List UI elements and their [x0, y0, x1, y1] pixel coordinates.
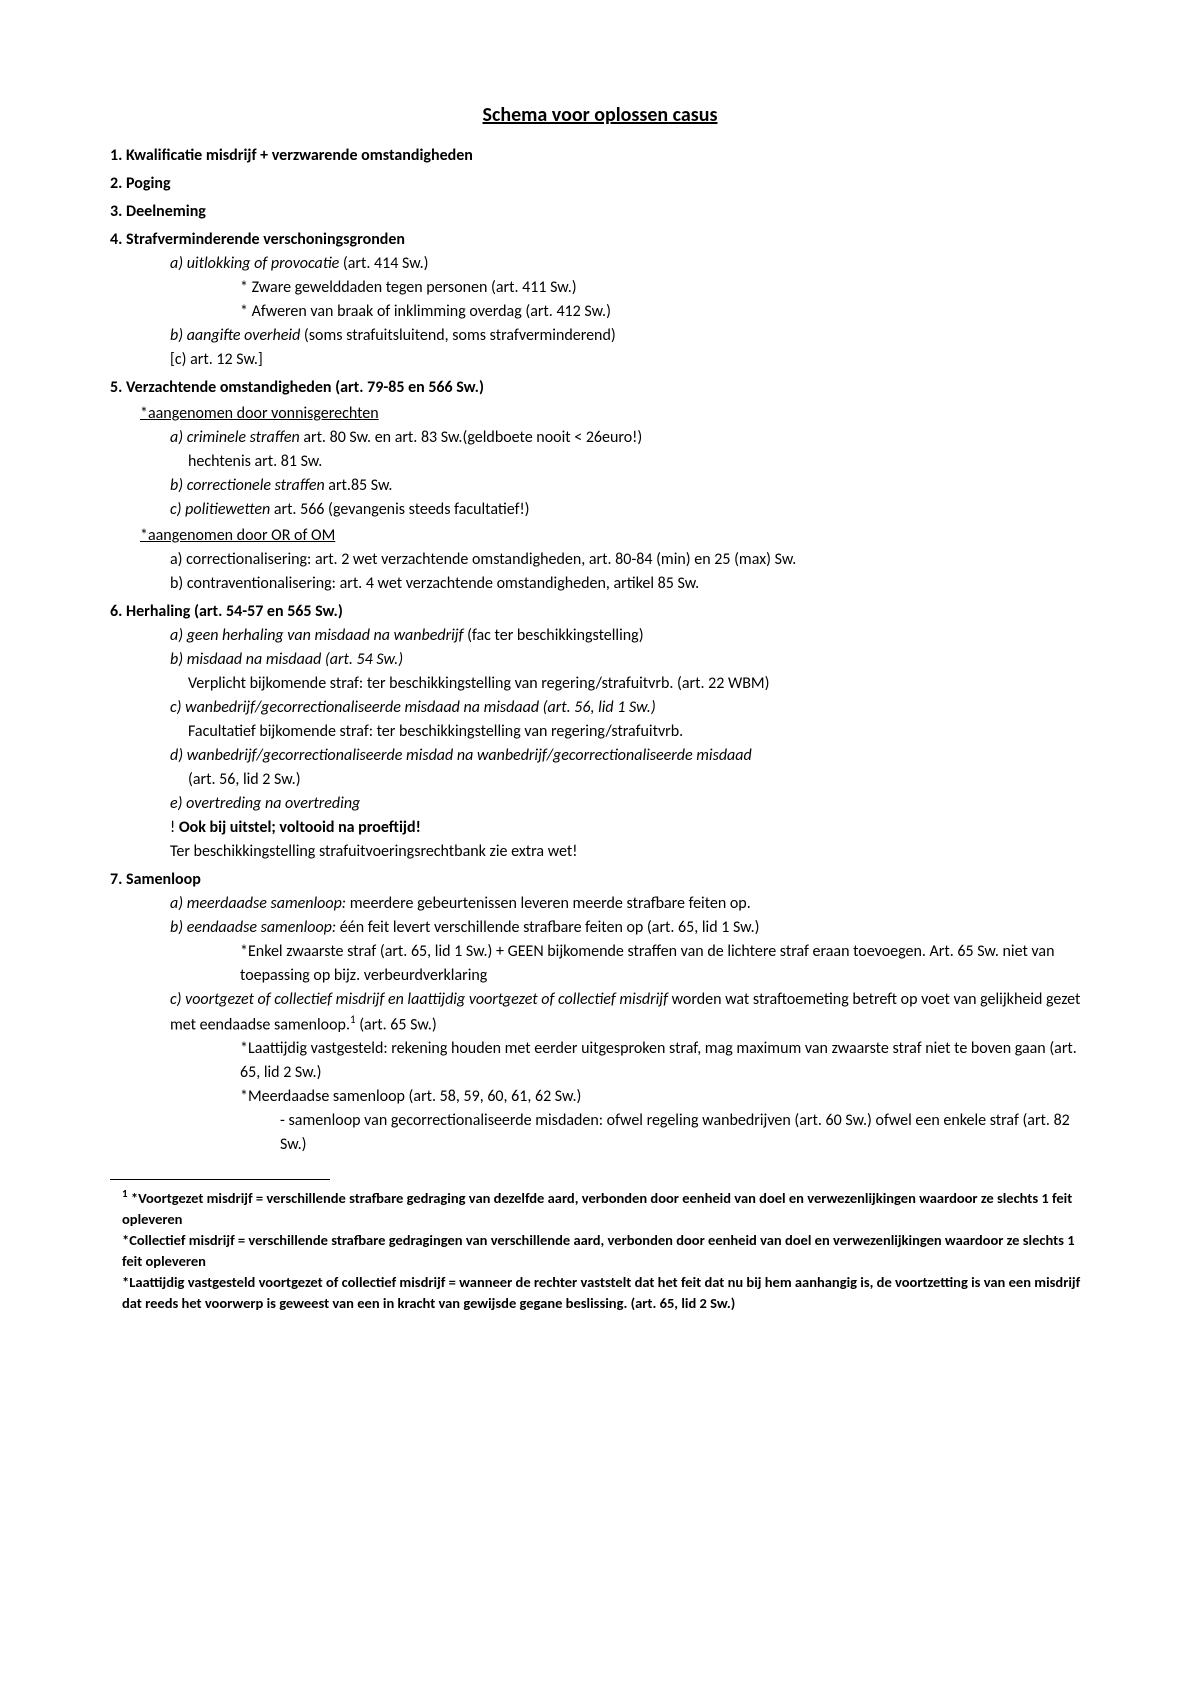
- item-7b-sub1: *Enkel zwaarste straf (art. 65, lid 1 Sw…: [110, 940, 1090, 988]
- item-2: 2. Poging: [110, 172, 1090, 196]
- item-7b-label: b) eendaadse samenloop:: [170, 918, 336, 937]
- item-7c-label: c) voortgezet of collectief misdrijf en …: [170, 990, 668, 1009]
- item-4b: b) aangifte overheid (soms strafuitsluit…: [110, 324, 1090, 348]
- item-4a-sub2: * Afweren van braak of inklimming overda…: [110, 300, 1090, 324]
- item-4a-ref: (art. 414 Sw.): [339, 254, 428, 273]
- item-7a-text: meerdere gebeurtenissen leveren meerde s…: [346, 894, 751, 913]
- item-7a-label: a) meerdaadse samenloop:: [170, 894, 346, 913]
- item-5-sub2: *aangenomen door OR of OM: [110, 524, 1090, 548]
- item-6d: d) wanbedrijf/gecorrectionaliseerde misd…: [110, 744, 1090, 768]
- footnote-2: *Collectief misdrijf = verschillende str…: [110, 1230, 1090, 1272]
- item-4: 4. Strafverminderende verschoningsgronde…: [110, 228, 1090, 252]
- item-5e: b) contraventionalisering: art. 4 wet ve…: [110, 572, 1090, 596]
- item-5c-ref: art. 566 (gevangenis steeds facultatief!…: [270, 500, 529, 519]
- item-3: 3. Deelneming: [110, 200, 1090, 224]
- item-4b-ref: (soms strafuitsluitend, soms strafvermin…: [300, 326, 615, 345]
- item-7c-sub2: *Meerdaadse samenloop (art. 58, 59, 60, …: [110, 1085, 1090, 1109]
- item-4c: [c) art. 12 Sw.]: [110, 348, 1090, 372]
- item-5: 5. Verzachtende omstandigheden (art. 79-…: [110, 376, 1090, 400]
- item-6-extra1a: !: [170, 818, 179, 837]
- item-6-extra2: Ter beschikkingstelling strafuitvoerings…: [110, 840, 1090, 864]
- item-4a-sub1: * Zware gewelddaden tegen personen (art.…: [110, 276, 1090, 300]
- item-5c: c) politiewetten art. 566 (gevangenis st…: [110, 498, 1090, 522]
- item-7c-sub2a: - samenloop van gecorrectionaliseerde mi…: [110, 1109, 1090, 1157]
- item-6a: a) geen herhaling van misdaad na wanbedr…: [110, 624, 1090, 648]
- item-5a-label: a) criminele straffen: [170, 428, 300, 447]
- item-7c-text2: (art. 65 Sw.): [356, 1015, 437, 1034]
- item-6b: b) misdaad na misdaad (art. 54 Sw.): [110, 648, 1090, 672]
- item-7c-sub1: *Laattijdig vastgesteld: rekening houden…: [110, 1037, 1090, 1085]
- item-7: 7. Samenloop: [110, 868, 1090, 892]
- document-title: Schema voor oplossen casus: [110, 100, 1090, 130]
- item-5b-label: b) correctionele straffen: [170, 476, 325, 495]
- item-6d-line2: (art. 56, lid 2 Sw.): [110, 768, 1090, 792]
- footnote-separator: [110, 1179, 330, 1180]
- item-6-extra1: ! Ook bij uitstel; voltooid na proeftijd…: [110, 816, 1090, 840]
- item-5b-ref: art.85 Sw.: [325, 476, 393, 495]
- item-5a: a) criminele straffen art. 80 Sw. en art…: [110, 426, 1090, 450]
- footnote-1-text: *Voortgezet misdrijf = verschillende str…: [122, 1189, 1072, 1228]
- item-5-sub1: *aangenomen door vonnisgerechten: [110, 402, 1090, 426]
- item-4a-label: a) uitlokking of provocatie: [170, 254, 339, 273]
- item-6e: e) overtreding na overtreding: [110, 792, 1090, 816]
- item-4b-label: b) aangifte overheid: [170, 326, 300, 345]
- item-6a-ref: (fac ter beschikkingstelling): [463, 626, 643, 645]
- item-6c: c) wanbedrijf/gecorrectionaliseerde misd…: [110, 696, 1090, 720]
- footnote-3: *Laattijdig vastgesteld voortgezet of co…: [110, 1272, 1090, 1314]
- item-7a: a) meerdaadse samenloop: meerdere gebeur…: [110, 892, 1090, 916]
- item-4a: a) uitlokking of provocatie (art. 414 Sw…: [110, 252, 1090, 276]
- item-5d: a) correctionalisering: art. 2 wet verza…: [110, 548, 1090, 572]
- item-7b-text: één feit levert verschillende strafbare …: [336, 918, 759, 937]
- item-1: 1. Kwalificatie misdrijf + verzwarende o…: [110, 144, 1090, 168]
- item-6a-label: a) geen herhaling van misdaad na wanbedr…: [170, 626, 463, 645]
- item-6: 6. Herhaling (art. 54-57 en 565 Sw.): [110, 600, 1090, 624]
- item-5b: b) correctionele straffen art.85 Sw.: [110, 474, 1090, 498]
- item-5a-ref: art. 80 Sw. en art. 83 Sw.(geldboete noo…: [300, 428, 643, 447]
- item-7c: c) voortgezet of collectief misdrijf en …: [110, 988, 1090, 1037]
- item-6c-line2: Facultatief bijkomende straf: ter beschi…: [110, 720, 1090, 744]
- item-7b: b) eendaadse samenloop: één feit levert …: [110, 916, 1090, 940]
- item-5a-line2: hechtenis art. 81 Sw.: [110, 450, 1090, 474]
- item-6-extra1b: Ook bij uitstel; voltooid na proeftijd!: [179, 818, 421, 837]
- item-5c-label: c) politiewetten: [170, 500, 270, 519]
- item-6b-line2: Verplicht bijkomende straf: ter beschikk…: [110, 672, 1090, 696]
- footnote-1: 1 *Voortgezet misdrijf = verschillende s…: [110, 1186, 1090, 1230]
